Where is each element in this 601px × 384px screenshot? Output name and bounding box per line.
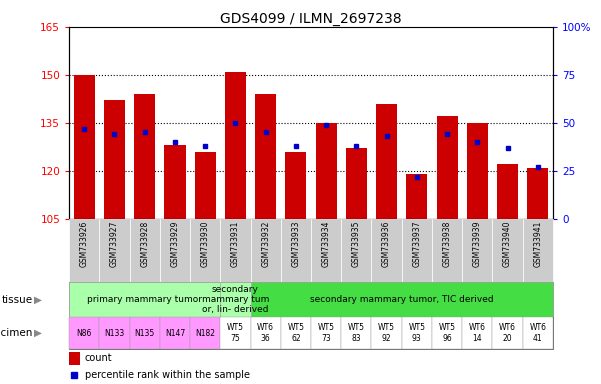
- Bar: [69, 317, 99, 349]
- Text: GSM733936: GSM733936: [382, 221, 391, 267]
- Text: N86: N86: [76, 329, 92, 338]
- Text: N133: N133: [105, 329, 124, 338]
- Bar: [190, 317, 221, 349]
- Bar: [467, 123, 488, 219]
- Bar: [99, 317, 130, 349]
- Bar: [371, 317, 401, 349]
- Bar: [251, 282, 553, 317]
- Text: GSM733940: GSM733940: [503, 221, 512, 267]
- Bar: [99, 219, 130, 282]
- Text: GSM733934: GSM733934: [322, 221, 331, 267]
- Bar: [527, 168, 548, 219]
- Bar: [69, 282, 221, 317]
- Bar: [492, 317, 523, 349]
- Bar: [69, 219, 99, 282]
- Text: secondary mammary tumor, TIC derived: secondary mammary tumor, TIC derived: [310, 295, 493, 304]
- Text: N182: N182: [195, 329, 215, 338]
- Bar: [376, 104, 397, 219]
- Text: WT6
14: WT6 14: [469, 323, 486, 343]
- Bar: [462, 219, 492, 282]
- Text: GSM733927: GSM733927: [110, 221, 119, 267]
- Bar: [432, 317, 462, 349]
- Text: GSM733929: GSM733929: [171, 221, 180, 267]
- Text: primary mammary tumor: primary mammary tumor: [87, 295, 202, 304]
- Bar: [497, 164, 518, 219]
- Text: N147: N147: [165, 329, 185, 338]
- Bar: [281, 317, 311, 349]
- Bar: [195, 152, 216, 219]
- Text: GSM733939: GSM733939: [473, 221, 482, 267]
- Bar: [221, 219, 251, 282]
- Bar: [160, 317, 190, 349]
- Bar: [401, 219, 432, 282]
- Text: WT5
96: WT5 96: [439, 323, 456, 343]
- Text: specimen: specimen: [0, 328, 33, 338]
- Bar: [69, 352, 80, 365]
- Bar: [311, 317, 341, 349]
- Bar: [134, 94, 155, 219]
- Text: GSM733931: GSM733931: [231, 221, 240, 267]
- Bar: [341, 219, 371, 282]
- Bar: [462, 317, 492, 349]
- Bar: [311, 219, 341, 282]
- Text: WT5
75: WT5 75: [227, 323, 244, 343]
- Bar: [251, 219, 281, 282]
- Text: WT6
41: WT6 41: [529, 323, 546, 343]
- Text: secondary
mammary tum
or, lin- derived: secondary mammary tum or, lin- derived: [202, 285, 269, 314]
- Text: ▶: ▶: [34, 295, 42, 305]
- Bar: [341, 317, 371, 349]
- Bar: [523, 317, 553, 349]
- Text: WT5
92: WT5 92: [378, 323, 395, 343]
- Title: GDS4099 / ILMN_2697238: GDS4099 / ILMN_2697238: [220, 12, 402, 26]
- Text: GSM733930: GSM733930: [201, 221, 210, 267]
- Bar: [432, 219, 462, 282]
- Bar: [436, 116, 458, 219]
- Bar: [255, 94, 276, 219]
- Text: GSM733928: GSM733928: [140, 221, 149, 267]
- Text: GSM733938: GSM733938: [442, 221, 451, 267]
- Text: WT6
36: WT6 36: [257, 323, 274, 343]
- Bar: [104, 101, 125, 219]
- Bar: [164, 145, 186, 219]
- Text: ▶: ▶: [34, 328, 42, 338]
- Bar: [523, 219, 553, 282]
- Text: WT6
20: WT6 20: [499, 323, 516, 343]
- Bar: [251, 317, 281, 349]
- Text: N135: N135: [135, 329, 155, 338]
- Text: WT5
83: WT5 83: [348, 323, 365, 343]
- Bar: [221, 282, 251, 317]
- Text: WT5
62: WT5 62: [287, 323, 304, 343]
- Text: count: count: [85, 353, 112, 363]
- Bar: [160, 219, 190, 282]
- Bar: [316, 123, 337, 219]
- Bar: [74, 75, 95, 219]
- Bar: [406, 174, 427, 219]
- Text: tissue: tissue: [2, 295, 33, 305]
- Text: WT5
93: WT5 93: [408, 323, 426, 343]
- Bar: [281, 219, 311, 282]
- Text: GSM733941: GSM733941: [533, 221, 542, 267]
- Bar: [225, 72, 246, 219]
- Bar: [130, 317, 160, 349]
- Text: GSM733926: GSM733926: [80, 221, 89, 267]
- Bar: [401, 317, 432, 349]
- Bar: [221, 317, 251, 349]
- Text: GSM733937: GSM733937: [412, 221, 421, 267]
- Bar: [346, 149, 367, 219]
- Bar: [285, 152, 307, 219]
- Bar: [130, 219, 160, 282]
- Text: percentile rank within the sample: percentile rank within the sample: [85, 370, 249, 381]
- Text: GSM733932: GSM733932: [261, 221, 270, 267]
- Bar: [371, 219, 401, 282]
- Text: GSM733935: GSM733935: [352, 221, 361, 267]
- Text: GSM733933: GSM733933: [291, 221, 300, 267]
- Bar: [492, 219, 523, 282]
- Bar: [190, 219, 221, 282]
- Text: WT5
73: WT5 73: [318, 323, 335, 343]
